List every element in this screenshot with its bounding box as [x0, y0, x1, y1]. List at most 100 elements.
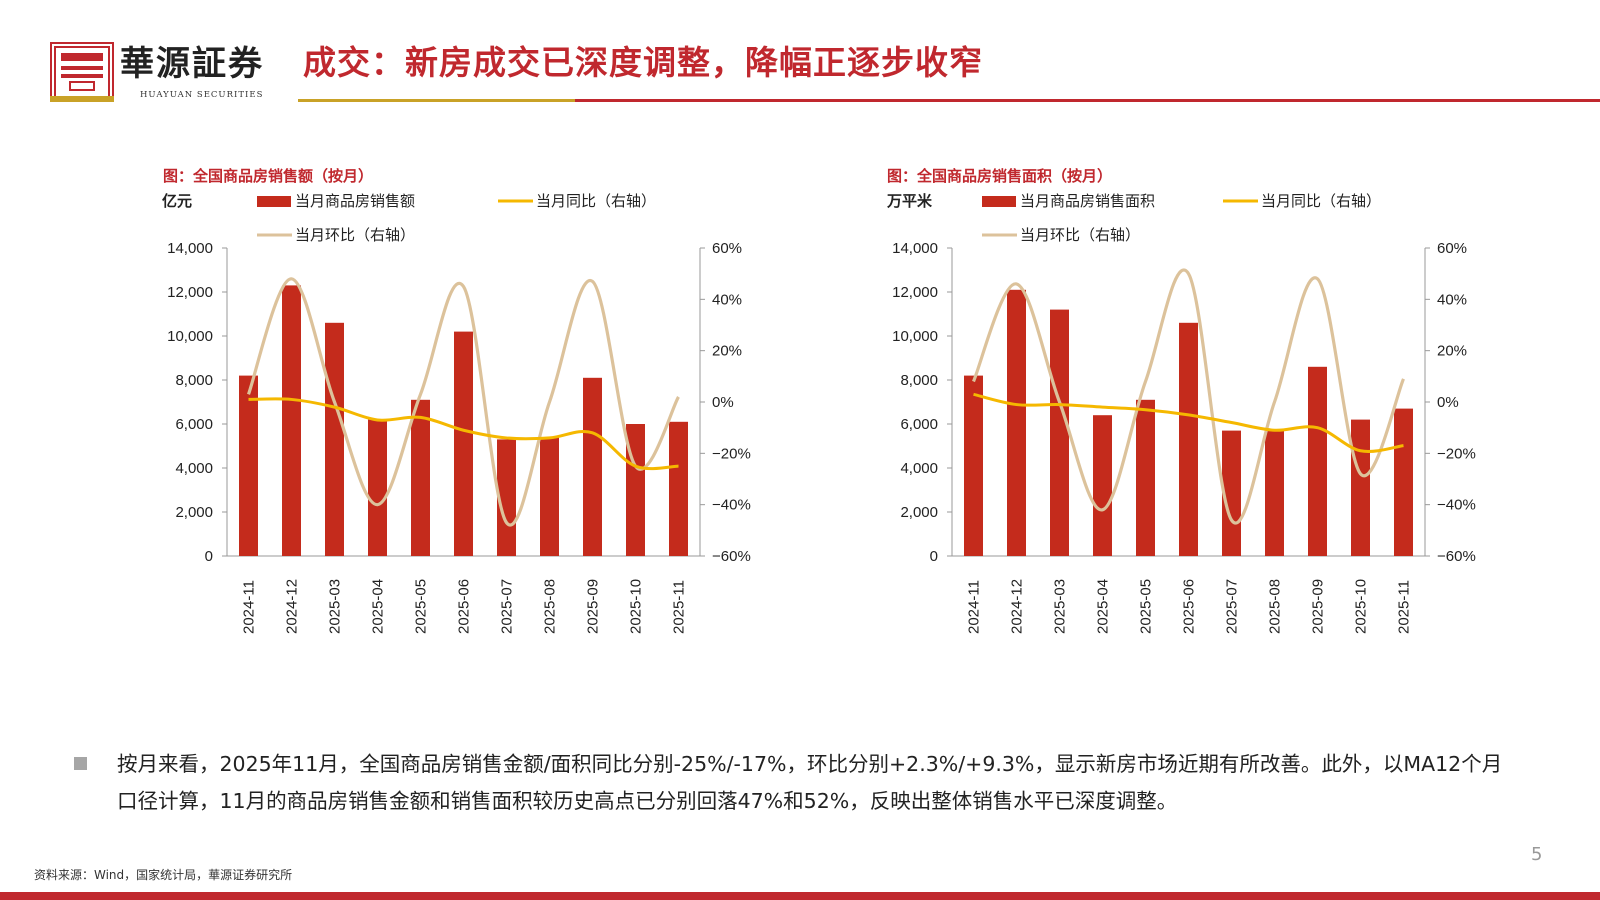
y-tick-label: 4,000 [175, 460, 213, 477]
bar [1222, 430, 1241, 556]
sales-area-chart: 万平米 当月商品房销售面积 当月同比（右轴） 当月环比（右轴） 0 2,000 4,000 6… [886, 192, 1476, 634]
bar [454, 331, 473, 556]
x-tick-label: 2024-11 [966, 580, 983, 634]
y-tick-label: 4,000 [900, 460, 938, 477]
x-tick-label: 2025-07 [1224, 579, 1241, 634]
legend-bar-label: 当月商品房销售额 [295, 193, 415, 210]
y-tick-label: 0 [205, 548, 213, 565]
bar [1394, 408, 1413, 556]
bar [1179, 322, 1198, 556]
legend-bar-swatch [257, 196, 291, 207]
x-tick-label: 2025-10 [1353, 579, 1370, 634]
x-tick-label: 2025-08 [1267, 579, 1284, 634]
bar [964, 375, 983, 556]
x-tick-label: 2024-12 [284, 579, 301, 634]
body-paragraph: 按月来看，2025年11月，全国商品房销售金额/面积同比分别-25%/-17%，… [117, 752, 1503, 813]
x-tick-label: 2025-04 [1095, 579, 1112, 634]
x-tick-label: 2025-03 [1052, 579, 1069, 634]
x-tick-label: 2025-05 [413, 579, 430, 634]
y2-tick-label: −40% [712, 497, 751, 514]
x-tick-label: 2025-04 [370, 579, 387, 634]
x-tick-label: 2025-05 [1138, 579, 1155, 634]
legend-bar-label: 当月商品房销售面积 [1020, 193, 1155, 210]
bullet-square-icon [74, 757, 87, 770]
series-line-mom [247, 277, 680, 527]
y-tick-label: 10,000 [892, 328, 938, 345]
series-line-yoy [248, 397, 679, 471]
bar [497, 439, 516, 556]
y2-tick-label: 20% [1437, 343, 1467, 360]
y2-tick-label: 0% [1437, 394, 1459, 411]
legend-yoy-label: 当月同比（右轴） [1261, 193, 1381, 210]
page-number: 5 [1531, 844, 1543, 865]
legend-bar-swatch [982, 196, 1016, 207]
chart-1-caption: 图：全国商品房销售额（按月） [163, 167, 374, 185]
bar [669, 421, 688, 556]
y2-tick-label: 60% [1437, 240, 1467, 257]
x-tick-label: 2024-11 [241, 580, 258, 634]
y-tick-label: 12,000 [892, 284, 938, 301]
bar [1136, 399, 1155, 556]
y-tick-label: 2,000 [900, 504, 938, 521]
y2-tick-label: −20% [712, 445, 751, 462]
title-divider-gold [298, 99, 575, 102]
y-tick-label: 8,000 [900, 372, 938, 389]
y-tick-label: 6,000 [900, 416, 938, 433]
x-tick-label: 2024-12 [1009, 579, 1026, 634]
x-tick-label: 2025-10 [628, 579, 645, 634]
bar [282, 285, 301, 556]
page-title: 成交：新房成交已深度调整，降幅正逐步收窄 [303, 43, 983, 82]
bar [583, 377, 602, 556]
series-line-mom [972, 268, 1405, 525]
legend-yoy-label: 当月同比（右轴） [536, 193, 656, 210]
y-tick-label: 0 [930, 548, 938, 565]
legend-mom-label: 当月环比（右轴） [1020, 227, 1140, 244]
y-tick-label: 8,000 [175, 372, 213, 389]
x-tick-label: 2025-08 [542, 579, 559, 634]
y2-tick-label: 0% [712, 394, 734, 411]
x-tick-label: 2025-03 [327, 579, 344, 634]
x-tick-label: 2025-09 [585, 579, 602, 634]
bar [1265, 430, 1284, 556]
y-tick-label: 10,000 [167, 328, 213, 345]
brand-name: 華源証券 [120, 44, 264, 84]
bar [540, 437, 559, 556]
y2-tick-label: 60% [712, 240, 742, 257]
bar [1308, 366, 1327, 556]
y2-tick-label: −20% [1437, 445, 1476, 462]
source-note: 资料来源：Wind，国家统计局，華源证券研究所 [34, 868, 293, 882]
title-divider-red [575, 99, 1600, 102]
x-tick-label: 2025-11 [671, 580, 688, 634]
y2-tick-label: −60% [712, 548, 751, 565]
x-tick-label: 2025-09 [1310, 579, 1327, 634]
bar [1093, 415, 1112, 556]
y-tick-label: 6,000 [175, 416, 213, 433]
x-tick-label: 2025-06 [1181, 579, 1198, 634]
y-tick-label: 12,000 [167, 284, 213, 301]
bar [239, 375, 258, 556]
y-axis-unit-label: 亿元 [162, 192, 192, 210]
y2-tick-label: 40% [712, 291, 742, 308]
x-tick-label: 2025-06 [456, 579, 473, 634]
bar [1351, 419, 1370, 556]
sales-amount-chart: 亿元 当月商品房销售额 当月同比（右轴） 当月环比（右轴） 0 2,000 4,000 6,0… [162, 192, 751, 634]
y2-tick-label: −60% [1437, 548, 1476, 565]
bar [1050, 309, 1069, 556]
x-tick-label: 2025-07 [499, 579, 516, 634]
y-axis-unit-label: 万平米 [886, 192, 933, 210]
bar [411, 399, 430, 556]
brand-subtitle: HUAYUAN SECURITIES [140, 90, 264, 100]
y-tick-label: 2,000 [175, 504, 213, 521]
bar [325, 322, 344, 556]
bar [368, 419, 387, 556]
y2-tick-label: −40% [1437, 497, 1476, 514]
y2-tick-label: 40% [1437, 291, 1467, 308]
footer-bar [0, 892, 1600, 900]
y-tick-label: 14,000 [167, 240, 213, 257]
huayuan-logo-icon [50, 42, 114, 102]
chart-2-caption: 图：全国商品房销售面积（按月） [887, 167, 1113, 185]
bar [1007, 289, 1026, 556]
x-tick-label: 2025-11 [1396, 580, 1413, 634]
y-tick-label: 14,000 [892, 240, 938, 257]
y2-tick-label: 20% [712, 343, 742, 360]
